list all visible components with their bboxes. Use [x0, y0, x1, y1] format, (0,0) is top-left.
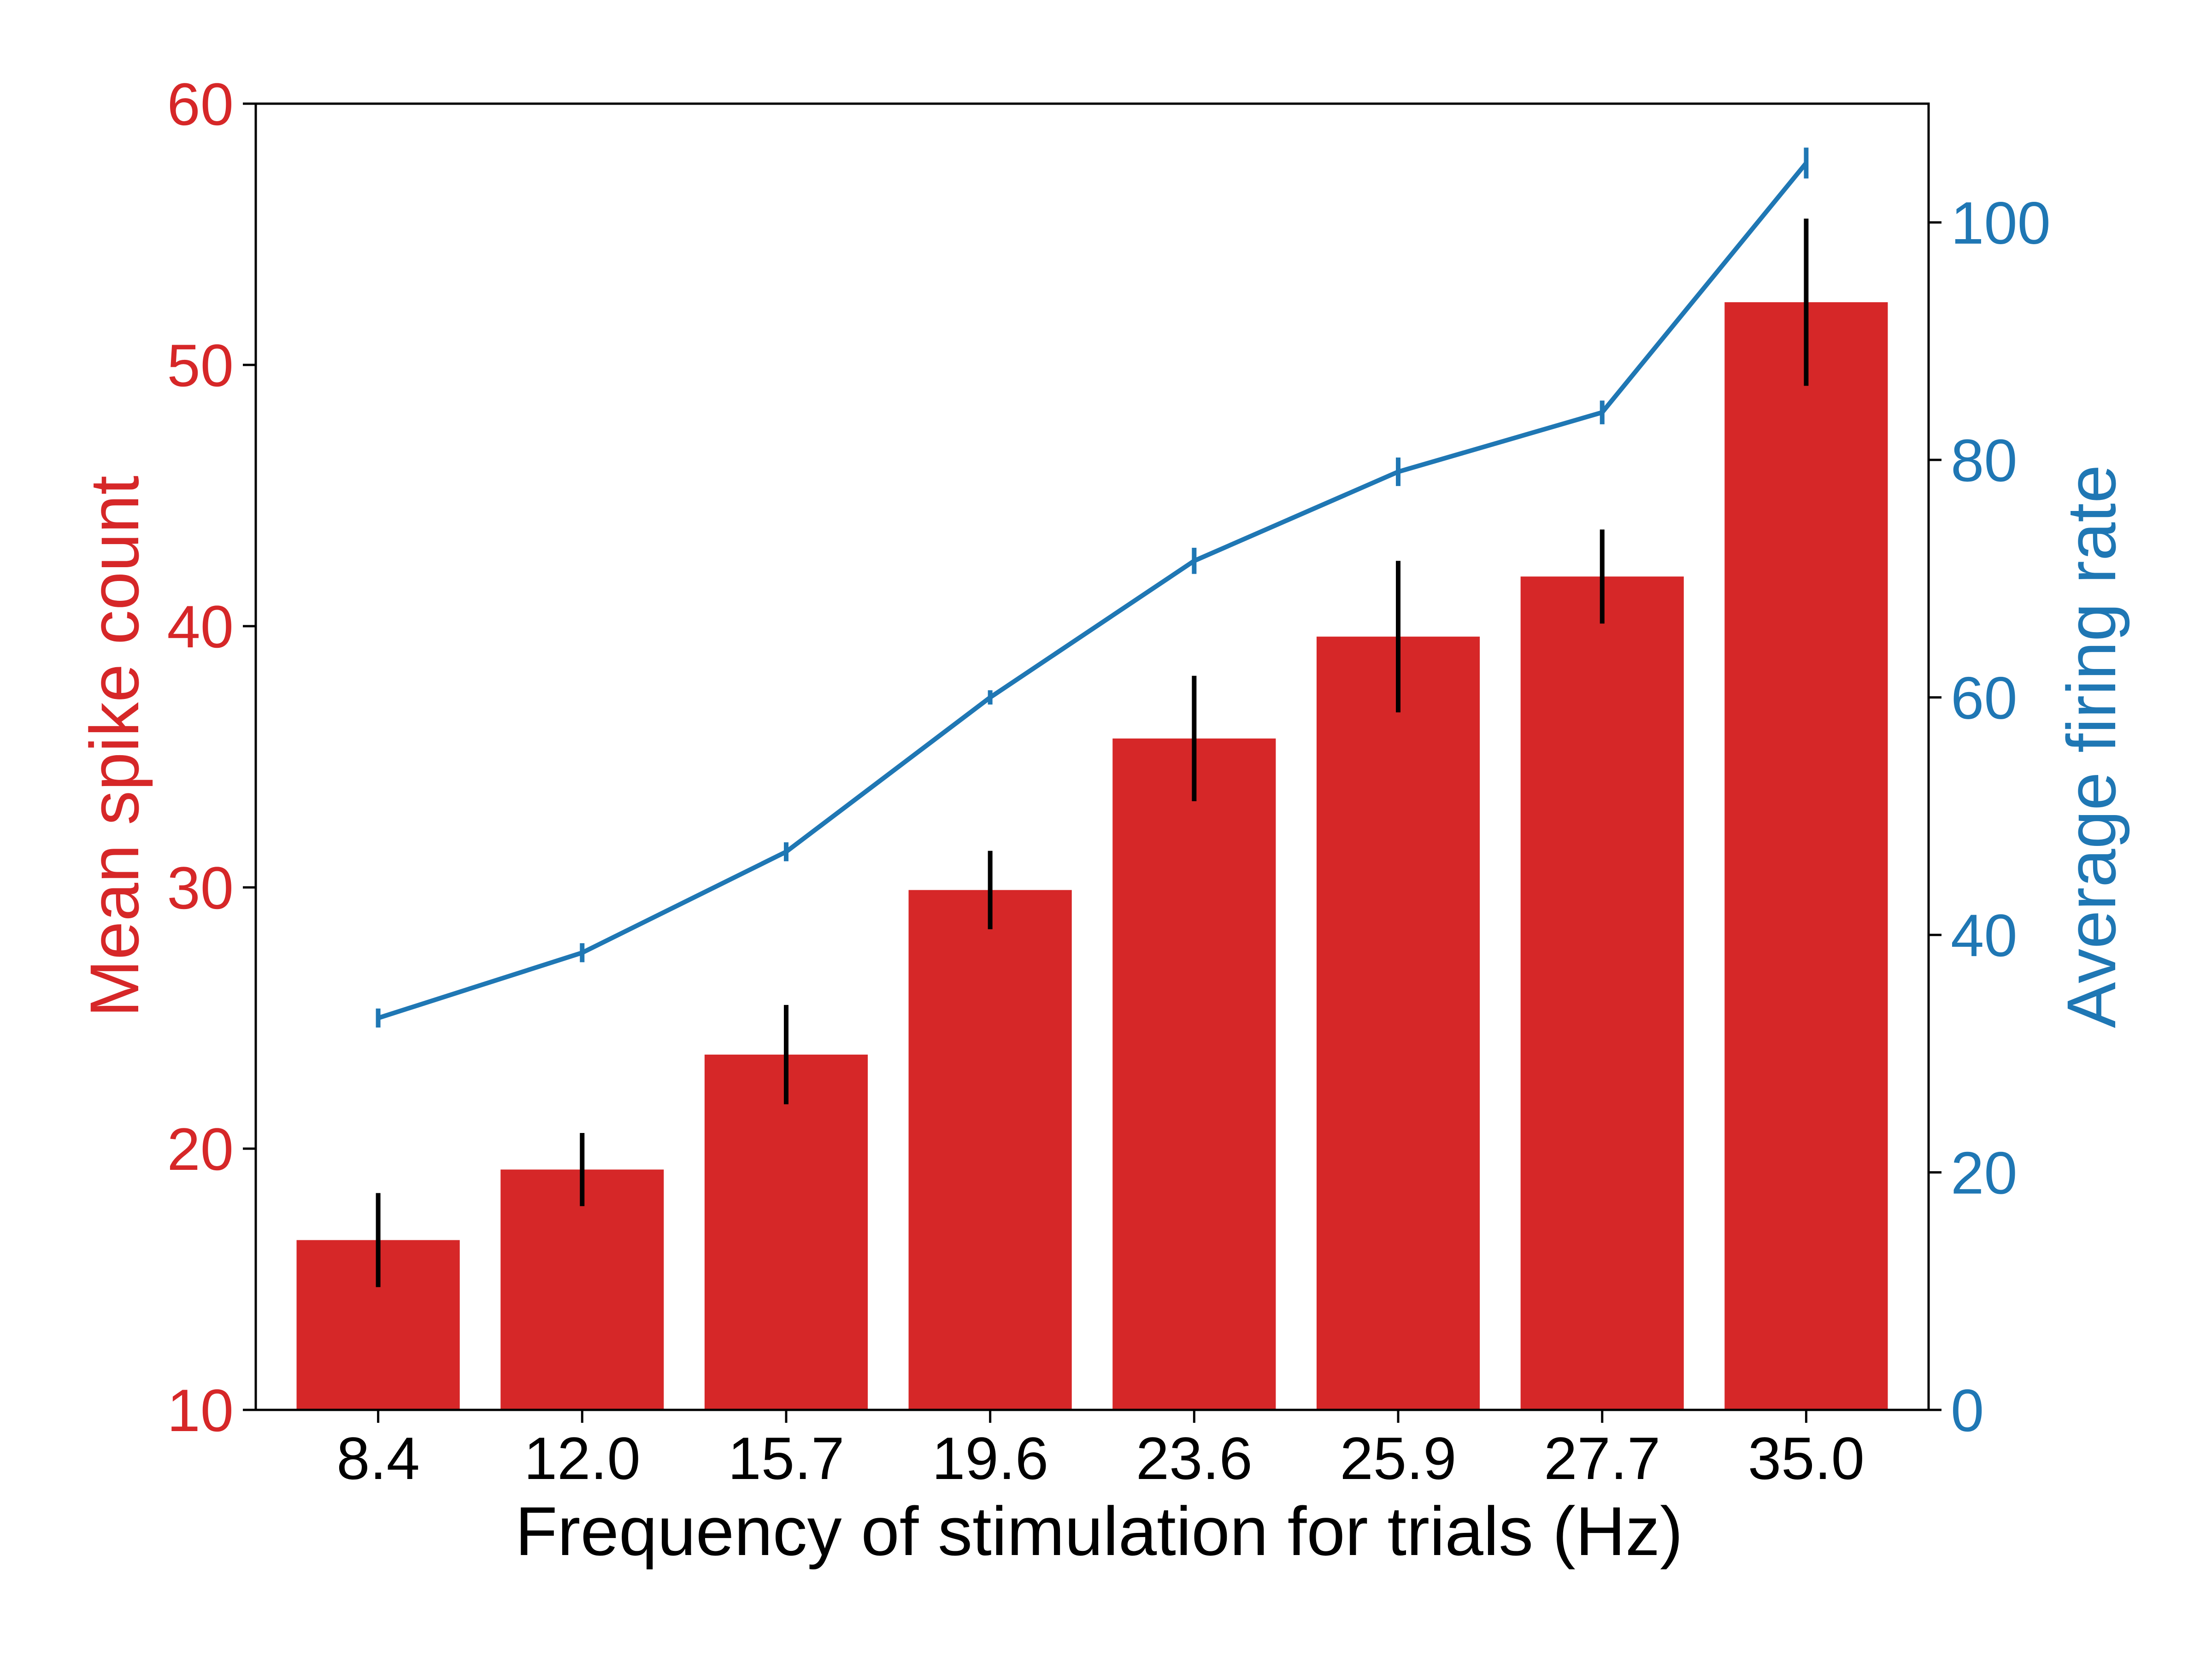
- bar: [1316, 636, 1480, 1410]
- y-tick-label-left: 10: [167, 1377, 234, 1444]
- y-tick-label-right: 60: [1951, 664, 2018, 732]
- x-tick-label: 35.0: [1748, 1425, 1865, 1492]
- x-tick-label: 15.7: [728, 1425, 844, 1492]
- x-tick-label: 12.0: [524, 1425, 641, 1492]
- bar: [1112, 738, 1276, 1410]
- x-tick-label: 25.9: [1340, 1425, 1457, 1492]
- bar: [1724, 302, 1888, 1410]
- bar: [1520, 576, 1684, 1410]
- y-tick-label-left: 50: [167, 332, 234, 399]
- bar: [908, 890, 1072, 1410]
- y-tick-label-left: 40: [167, 593, 234, 660]
- y-tick-label-left: 60: [167, 70, 234, 138]
- y-tick-label-right: 100: [1951, 189, 2051, 257]
- y-tick-label-right: 0: [1951, 1377, 1984, 1444]
- bar: [500, 1169, 664, 1410]
- y-axis-label-right: Average firing rate: [2053, 465, 2130, 1028]
- y-tick-label-right: 20: [1951, 1139, 2018, 1207]
- axes-frame: [254, 102, 1930, 1411]
- y-tick-label-right: 80: [1951, 427, 2018, 494]
- y-tick-label-right: 40: [1951, 902, 2018, 969]
- firing-rate-line: [377, 161, 1808, 1021]
- x-tick-label: 8.4: [336, 1425, 420, 1492]
- y-axis-label-left: Mean spike count: [76, 475, 153, 1017]
- bar: [704, 1054, 868, 1410]
- y-tick-label-left: 20: [167, 1115, 234, 1183]
- y-tick-label-left: 30: [167, 854, 234, 921]
- plot-area: [296, 147, 1888, 1410]
- x-tick-label: 23.6: [1136, 1425, 1253, 1492]
- x-tick-label: 27.7: [1544, 1425, 1660, 1492]
- x-axis-label: Frequency of stimulation for trials (Hz): [515, 1492, 1683, 1570]
- axes: 8.4 12.0 15.7 19.6 23.6 25.9 27.7 35.0 10 20 30 40 5…: [167, 70, 2051, 1492]
- x-tick-label: 19.6: [932, 1425, 1048, 1492]
